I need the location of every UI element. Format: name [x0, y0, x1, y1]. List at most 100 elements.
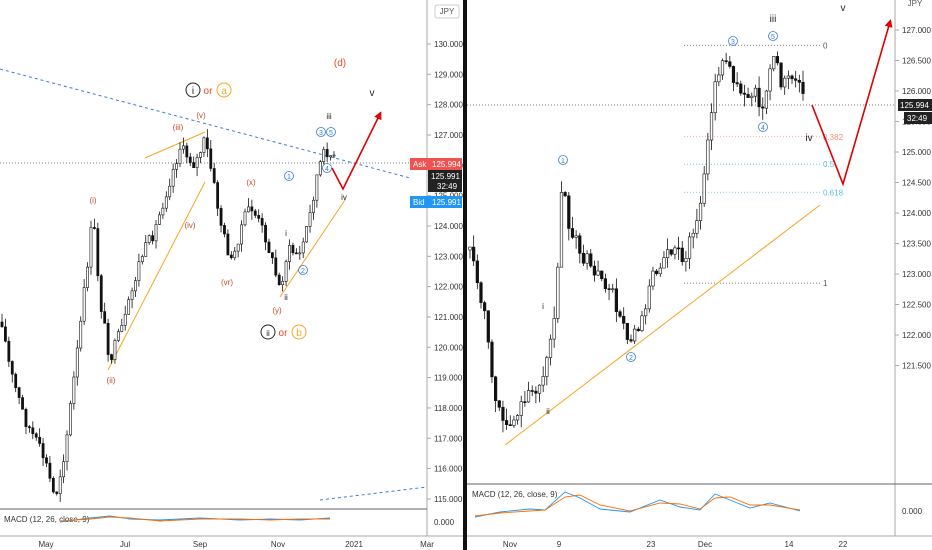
- left-candle: [158, 214, 161, 225]
- right-candle: [611, 288, 615, 291]
- left-candle: [284, 261, 288, 282]
- right-candle: [497, 400, 501, 408]
- ask-value: 125.994: [432, 160, 461, 169]
- right-candle: [523, 401, 527, 403]
- left-time-axis[interactable]: May Jul Sep Nov 2021 Mar: [38, 540, 434, 549]
- wave-circle-2: [298, 265, 308, 275]
- wave-label-2: 2: [301, 268, 305, 275]
- right-candle: [728, 61, 732, 67]
- right-candle: [622, 316, 626, 324]
- left-macd-zero-tick: 0.000: [434, 518, 455, 527]
- left-panel: 130.000129.000128.000127.000126.000125.0…: [0, 0, 465, 549]
- left-candle: [58, 476, 62, 494]
- left-y-tick-label: 116.000: [434, 465, 463, 474]
- right-price-axis[interactable]: 127.000126.500126.000125.500125.000124.5…: [895, 26, 931, 371]
- left-candle: [110, 354, 113, 360]
- left-candle: [34, 433, 38, 438]
- right-candle: [512, 419, 516, 426]
- wave-circle-i: [185, 82, 201, 98]
- left-candle: [226, 233, 230, 256]
- wave-circle-ii: [260, 324, 276, 340]
- left-candle: [332, 154, 336, 157]
- right-wave-label-5: 5: [771, 34, 775, 41]
- left-price-axis[interactable]: 130.000129.000128.000127.000126.000125.0…: [427, 40, 463, 504]
- right-candle: [596, 270, 600, 276]
- last-price-tag: 125.991 32:49: [428, 170, 462, 192]
- left-candle: [137, 261, 141, 281]
- wave-label-v-top: v: [370, 88, 375, 99]
- ask-label: Ask: [413, 160, 427, 169]
- left-candle: [164, 196, 168, 209]
- right-candle: [515, 415, 520, 421]
- left-candle: [236, 243, 240, 252]
- right-candle: [625, 323, 629, 340]
- left-candle: [185, 145, 189, 158]
- left-y-tick-label: 115.000: [434, 495, 463, 504]
- left-candle: [62, 461, 66, 478]
- fib-label: 0.618: [823, 188, 844, 197]
- left-candle: [322, 149, 326, 162]
- left-y-tick-label: 122.000: [434, 283, 463, 292]
- left-candle: [103, 311, 107, 324]
- wave-label-i-paren: (i): [89, 196, 96, 205]
- right-macd-zero-tick: 0.000: [902, 507, 923, 516]
- left-candle: [329, 155, 332, 158]
- left-lower-trendline: [319, 486, 428, 501]
- left-candle: [123, 313, 127, 326]
- wave-label-d: (d): [334, 58, 346, 69]
- left-macd-label: MACD (12, 26, close, 9): [4, 515, 90, 524]
- right-y-tick-label: 123.500: [902, 240, 931, 249]
- right-candle: [567, 195, 571, 229]
- left-candle: [93, 227, 96, 229]
- right-candle: [614, 288, 618, 313]
- right-candle: [698, 202, 703, 221]
- right-projection-arrow: [811, 19, 893, 187]
- left-candle: [161, 207, 165, 216]
- left-y-tick-label: 128.000: [434, 101, 463, 110]
- left-symbol-tag: JPY: [440, 7, 455, 16]
- right-last-price-tag: 125.994 32:49: [898, 99, 932, 124]
- left-candle: [270, 252, 274, 259]
- right-y-tick-label: 122.000: [902, 331, 931, 340]
- left-candle: [223, 225, 226, 235]
- left-candle: [312, 199, 315, 213]
- left-candle: [17, 387, 21, 398]
- right-candle: [534, 390, 538, 394]
- left-candle: [315, 174, 319, 201]
- left-x-tick-label: Nov: [271, 540, 285, 549]
- wave-label-vr-paren: (vr): [221, 278, 233, 287]
- last-price-value: 125.991: [431, 172, 460, 181]
- right-candle: [720, 60, 725, 76]
- right-candle: [570, 228, 575, 238]
- right-last-price-value: 125.994: [900, 101, 929, 110]
- wave-label-or: or: [204, 86, 214, 97]
- right-y-tick-label: 124.000: [902, 209, 931, 218]
- ask-price-tag: Ask 125.994: [410, 158, 462, 170]
- wave-circle-a: [216, 82, 232, 98]
- right-candle: [600, 270, 604, 280]
- left-candle: [134, 280, 137, 292]
- left-candle: [130, 290, 134, 300]
- right-wave-label-iii: iii: [770, 14, 777, 25]
- right-candle: [750, 95, 754, 98]
- right-candle: [494, 376, 498, 402]
- fib-label: 1: [823, 279, 828, 288]
- left-candle: [21, 397, 24, 410]
- right-candle: [486, 310, 490, 343]
- right-candle: [581, 252, 586, 264]
- left-candle: [188, 156, 192, 163]
- right-time-axis[interactable]: Nov 9 23 Dec 14 22: [503, 540, 848, 549]
- right-candle: [636, 328, 640, 331]
- left-candle: [202, 137, 206, 153]
- left-candle: [192, 162, 196, 168]
- left-candle: [151, 235, 154, 242]
- right-candle: [537, 384, 542, 394]
- right-candle: [640, 315, 644, 331]
- right-candles: [468, 51, 805, 433]
- left-candle: [106, 322, 110, 355]
- left-y-tick-label: 127.000: [434, 131, 463, 140]
- wave-circle-3: [316, 127, 326, 137]
- right-candle: [742, 92, 747, 95]
- left-candle: [250, 206, 254, 212]
